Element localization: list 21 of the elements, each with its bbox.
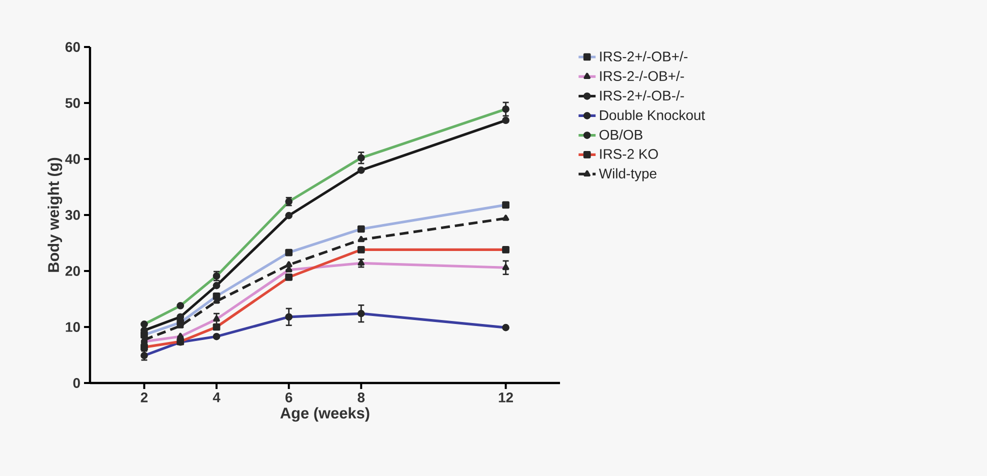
y-axis-title: Body weight (g) [48,158,62,272]
legend-label: Double Knockout [600,110,705,120]
y-tick-label: 30 [65,210,80,220]
legend-label: IRS-2 KO [600,149,658,159]
legend-label: IRS-2+/-OB+/- [600,51,688,62]
legend-label: OB/OB [600,129,642,140]
y-tick-label: 0 [73,378,80,388]
x-tick-label: 8 [358,392,365,402]
x-tick-label: 6 [285,392,292,402]
legend-label: IRS-2-/-OB+/- [600,70,684,82]
x-axis-title: Age (weeks) [280,407,370,422]
x-tick-label: 4 [212,392,220,402]
x-tick-label: 2 [140,392,148,402]
y-tick-label: 50 [65,98,80,108]
legend-label: Wild-type [598,168,656,182]
y-tick-label: 40 [65,154,80,164]
legend-label: IRS-2+/-OB-/- [600,90,684,101]
y-tick-label: 20 [65,266,80,276]
y-tick-label: 10 [66,322,80,332]
y-tick-label: 60 [66,42,80,52]
x-tick-label: 12 [498,392,513,402]
